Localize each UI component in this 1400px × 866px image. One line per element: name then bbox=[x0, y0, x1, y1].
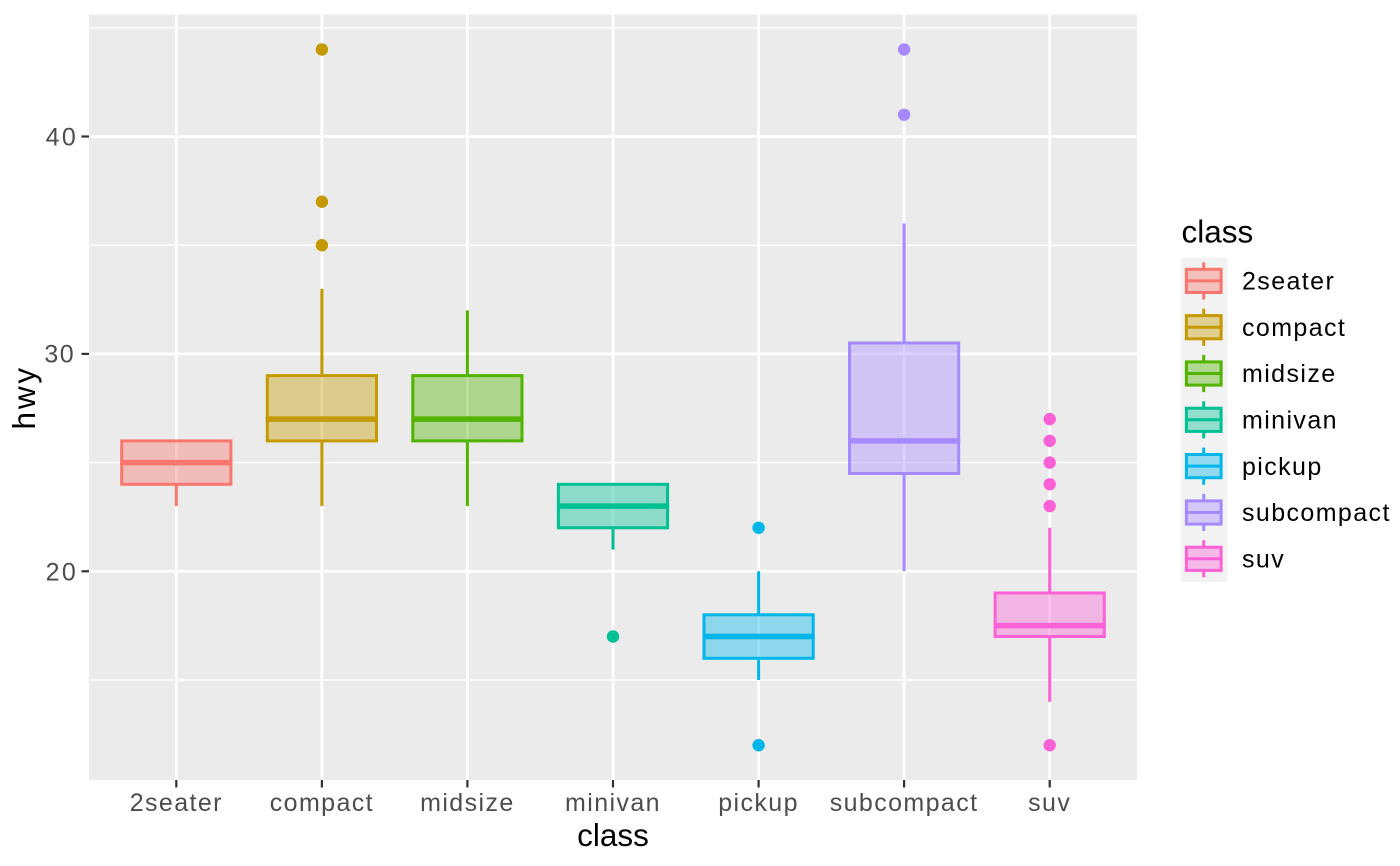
svg-text:minivan: minivan bbox=[1242, 407, 1338, 435]
svg-text:class: class bbox=[1182, 214, 1254, 250]
svg-text:minivan: minivan bbox=[565, 789, 661, 817]
svg-text:2seater: 2seater bbox=[1242, 268, 1335, 296]
svg-text:40: 40 bbox=[46, 124, 79, 152]
svg-text:20: 20 bbox=[46, 559, 79, 587]
svg-text:class: class bbox=[577, 817, 649, 853]
svg-text:2seater: 2seater bbox=[130, 789, 223, 817]
svg-text:compact: compact bbox=[1242, 314, 1346, 342]
svg-text:subcompact: subcompact bbox=[830, 789, 979, 817]
svg-text:pickup: pickup bbox=[718, 789, 799, 817]
svg-text:suv: suv bbox=[1028, 789, 1071, 817]
svg-text:midsize: midsize bbox=[1242, 360, 1337, 388]
svg-text:hwy: hwy bbox=[6, 365, 42, 429]
svg-text:subcompact: subcompact bbox=[1242, 499, 1391, 527]
svg-text:compact: compact bbox=[270, 789, 374, 817]
svg-text:midsize: midsize bbox=[420, 789, 515, 817]
svg-text:30: 30 bbox=[44, 341, 75, 369]
svg-text:suv: suv bbox=[1242, 546, 1285, 574]
svg-text:pickup: pickup bbox=[1242, 453, 1323, 481]
